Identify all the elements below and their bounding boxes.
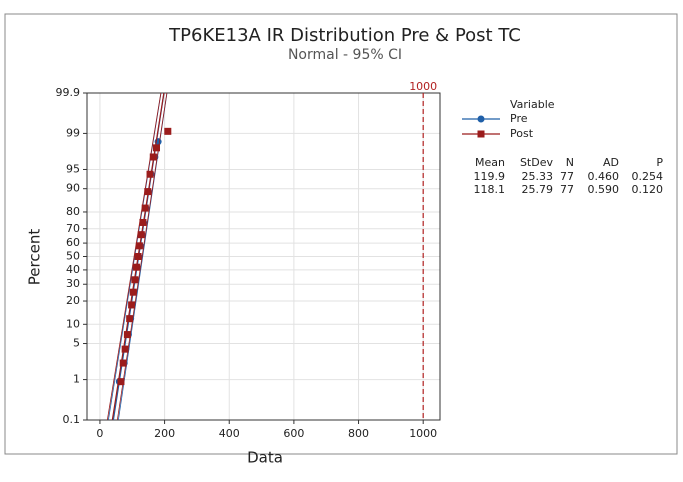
data-point	[139, 218, 147, 226]
reference-label: 1000	[409, 80, 437, 93]
x-axis-label: Data	[247, 449, 283, 467]
x-tick-label: 800	[348, 427, 369, 440]
y-tick-label: 30	[66, 277, 80, 290]
stats-value: 25.33	[522, 170, 554, 183]
y-axis-label: Percent	[26, 229, 44, 286]
stats-value: 119.9	[474, 170, 506, 183]
data-point	[119, 359, 127, 367]
data-point	[129, 288, 137, 296]
y-tick-label: 95	[66, 162, 80, 175]
y-tick-label: 90	[66, 182, 80, 195]
y-tick-label: 80	[66, 205, 80, 218]
stats-value: 0.460	[588, 170, 620, 183]
x-tick-label: 400	[219, 427, 240, 440]
stats-header: N	[566, 156, 574, 169]
stats-value: 77	[560, 183, 574, 196]
data-point	[128, 301, 136, 309]
stats-header: Mean	[475, 156, 505, 169]
data-point	[134, 253, 142, 260]
y-tick-label: 50	[66, 250, 80, 263]
stats-value: 0.120	[632, 183, 664, 196]
y-tick-label: 40	[66, 263, 80, 276]
data-point	[131, 276, 139, 284]
y-tick-label: 0.1	[63, 413, 81, 426]
y-tick-label: 20	[66, 294, 80, 307]
stats-value: 0.590	[588, 183, 620, 196]
legend-title: Variable	[510, 98, 555, 111]
plot-area	[86, 92, 441, 421]
data-point	[117, 378, 125, 386]
y-tick-label: 60	[66, 236, 80, 249]
data-point	[132, 263, 140, 271]
chart-subtitle: Normal - 95% CI	[288, 47, 402, 63]
stats-header: AD	[603, 156, 619, 169]
data-point	[149, 153, 157, 161]
data-point	[121, 345, 129, 353]
legend-label: Pre	[510, 112, 528, 125]
chart-title: TP6KE13A IR Distribution Pre & Post TC	[168, 25, 521, 46]
data-point	[164, 127, 172, 135]
data-point	[135, 242, 143, 250]
x-tick-label: 200	[154, 427, 175, 440]
data-point	[126, 315, 134, 323]
frame	[4, 13, 678, 455]
legend-label: Post	[510, 127, 534, 140]
y-tick-label: 5	[73, 337, 80, 350]
y-tick-label: 99.9	[56, 86, 81, 99]
y-tick-label: 1	[73, 373, 80, 386]
stats-value: 77	[560, 170, 574, 183]
x-tick-label: 600	[283, 427, 304, 440]
x-tick-label: 1000	[409, 427, 437, 440]
data-point	[137, 231, 145, 239]
stats-value: 0.254	[632, 170, 664, 183]
data-point	[146, 170, 154, 178]
stats-header: P	[656, 156, 663, 169]
stats-header: StDev	[520, 156, 554, 169]
data-point	[123, 331, 131, 339]
y-tick-label: 10	[66, 317, 80, 330]
x-tick-label: 0	[96, 427, 103, 440]
legend-marker	[477, 115, 485, 123]
data-point	[144, 188, 152, 196]
data-point	[153, 144, 161, 152]
y-tick-label: 99	[66, 126, 80, 139]
data-point	[141, 204, 149, 212]
stats-value: 118.1	[474, 183, 506, 196]
legend-marker	[477, 130, 485, 138]
y-tick-label: 70	[66, 222, 80, 235]
stats-value: 25.79	[522, 183, 554, 196]
ci-line	[106, 92, 162, 421]
